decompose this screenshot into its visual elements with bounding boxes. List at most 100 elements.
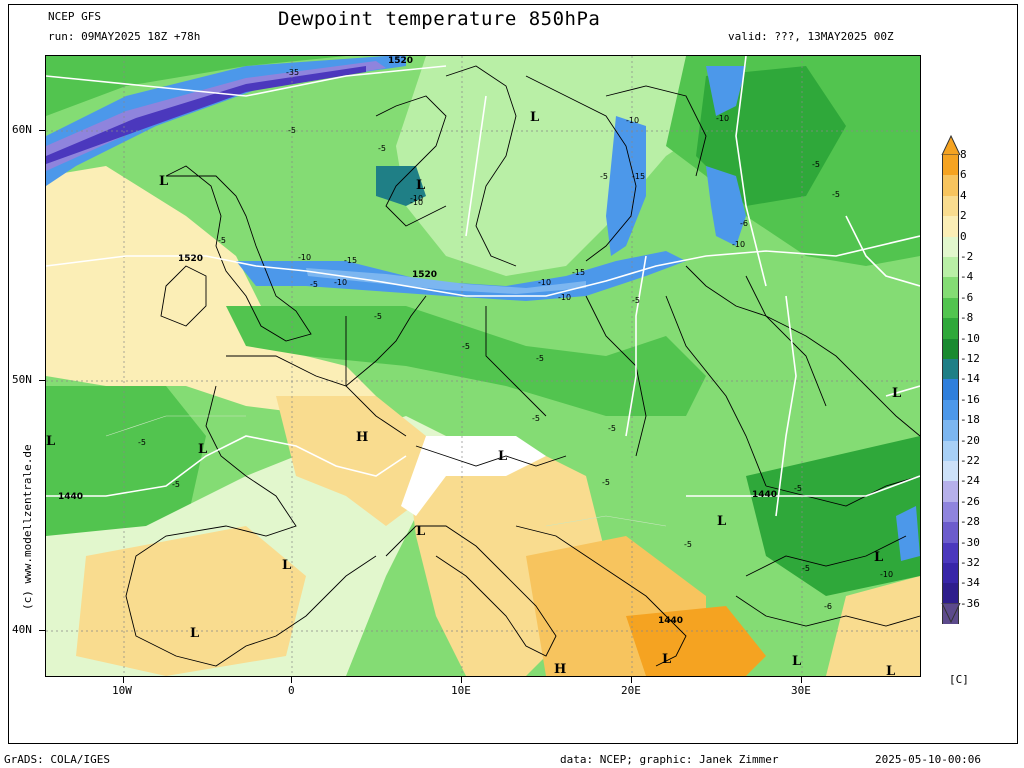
field-greece (626, 606, 766, 676)
contour-label: -5 (374, 312, 382, 321)
colorbar-level: -24 (940, 471, 1010, 502)
colorbar-level: 2 (940, 206, 1010, 237)
colorbar-level: -2 (940, 247, 1010, 278)
colorbar-level: -26 (940, 492, 1010, 523)
colorbar-level: 4 (940, 186, 1010, 217)
field-france (276, 396, 426, 526)
colorbar-level: 6 (940, 165, 1010, 196)
colorbar-swatch (942, 563, 959, 584)
pressure-label: L (416, 524, 426, 539)
pressure-label: L (46, 434, 56, 449)
valid-label: valid: ???, 13MAY2025 00Z (728, 30, 894, 43)
colorbar-level: -12 (940, 349, 1010, 380)
colorbar-label: 2 (960, 209, 967, 223)
dewpoint-map: L L L L L L L L L L L L H H L L L 1520 1… (45, 55, 921, 677)
field-northeast-blue (706, 66, 746, 116)
colorbar-swatch (942, 440, 959, 461)
contour-label: -5 (632, 296, 640, 305)
colorbar-swatch (942, 155, 959, 176)
pressure-label: L (159, 174, 169, 189)
colorbar-label: -18 (960, 413, 980, 427)
map-canvas (46, 56, 920, 676)
colorbar-level: -32 (940, 553, 1010, 584)
colorbar-swatch (942, 175, 959, 196)
pressure-label: L (874, 550, 884, 565)
colorbar-level: -16 (940, 390, 1010, 421)
pressure-label: L (498, 449, 508, 464)
colorbar-level: 8 (940, 145, 1010, 176)
isohypse-label: 1440 (658, 616, 684, 626)
colorbar-unit: [C] (949, 673, 969, 686)
colorbar-arrow-bottom (941, 603, 961, 623)
field-alps-mask (401, 436, 546, 516)
lat-label: 40N (12, 623, 32, 636)
isohypse-label: 1520 (412, 270, 438, 280)
pressure-label: L (530, 110, 540, 125)
lat-tick (39, 630, 45, 631)
contour-label: -5 (600, 172, 608, 181)
contour-label: -5 (536, 354, 544, 363)
contour-label: -10 (410, 198, 424, 207)
contour-label: -10 (626, 116, 640, 125)
isohypses (46, 56, 920, 517)
contour-label: -5 (462, 342, 470, 351)
lon-label: 30E (791, 684, 811, 697)
contour-label: -5 (378, 144, 386, 153)
field-turkey (826, 576, 920, 676)
field-skagerrak (376, 166, 426, 206)
colorbar-label: -6 (960, 290, 974, 304)
contour-label: -15 (572, 268, 586, 277)
contour-label: -5 (684, 540, 692, 549)
colorbar-swatch (942, 216, 959, 237)
colorbar-swatch (942, 399, 959, 421)
colorbar-swatch (942, 522, 959, 543)
lon-tick (291, 677, 292, 683)
contour-label: -5 (138, 438, 146, 447)
colorbar-swatch (942, 318, 959, 339)
contour-label: -10 (880, 570, 894, 579)
lon-tick (123, 677, 124, 683)
contour-label: -35 (286, 68, 300, 77)
colorbar-level: -34 (940, 573, 1010, 604)
contour-label: -10 (298, 253, 312, 262)
pressure-label: L (886, 664, 896, 677)
minor-contours (105, 415, 667, 527)
contour-label: -10 (410, 194, 424, 203)
pressure-label: H (356, 430, 369, 445)
contour-label: -5 (218, 236, 226, 245)
graticule (46, 56, 920, 676)
contour-label: -5 (172, 480, 180, 489)
footer-timestamp: 2025-05-10-00:06 (875, 753, 981, 766)
colorbar-label: 0 (960, 229, 967, 243)
contour-label: -10 (716, 114, 730, 123)
field-blacksea-spot (896, 506, 920, 561)
contour-label: -5 (602, 478, 610, 487)
contour-label: -10 (558, 293, 572, 302)
colorbar-level: -8 (940, 308, 1010, 339)
colorbar-label: -30 (960, 535, 980, 549)
figure-frame (8, 4, 1018, 744)
isohypse-label: 1520 (388, 56, 414, 66)
colorbar-swatch (942, 359, 959, 380)
contour-label: -10 (538, 278, 552, 287)
lon-tick (801, 677, 802, 683)
contour-label: -5 (532, 414, 540, 423)
lat-label: 50N (12, 373, 32, 386)
colorbar-label: -20 (960, 433, 980, 447)
colorbar-swatch (942, 481, 959, 502)
colorbar-level: -28 (940, 512, 1010, 543)
field-atlantic-west (46, 386, 206, 556)
colorbar-level: -22 (940, 451, 1010, 482)
colorbar-swatch (942, 277, 959, 298)
pressure-label: L (416, 178, 426, 193)
colorbar-level: -4 (940, 267, 1010, 298)
isohypse-label: 1520 (178, 254, 204, 264)
colorbar-label: -10 (960, 331, 980, 345)
field-baltic-band (606, 116, 646, 256)
contour-label: -10 (732, 240, 746, 249)
pressure-label: L (198, 442, 208, 457)
pressure-label: L (892, 386, 902, 401)
colorbar-label: -36 (960, 596, 980, 610)
colorbar-label: -12 (960, 352, 980, 365)
model-label: NCEP GFS (48, 10, 101, 23)
